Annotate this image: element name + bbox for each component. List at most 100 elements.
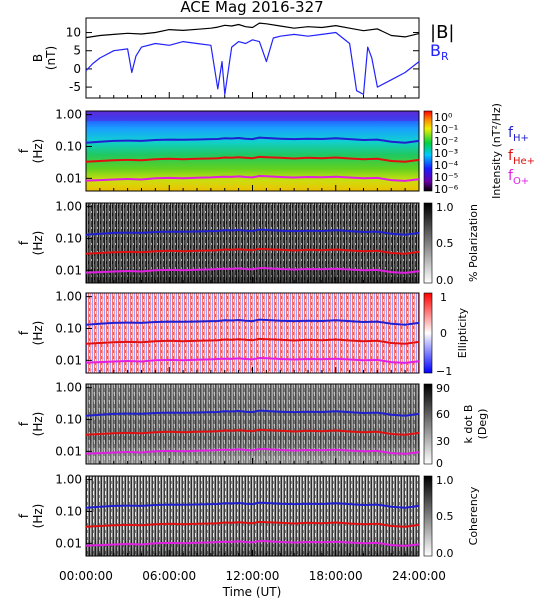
- freq-tick-label: 0.01: [55, 444, 82, 458]
- series-line-abs-b: [85, 22, 420, 39]
- freq-tick-label: 1.00: [55, 473, 82, 487]
- legend-f-oplus: fO+: [508, 168, 529, 187]
- legend-br: BR: [430, 41, 449, 63]
- gyrofrequency-lines: [85, 136, 420, 547]
- ellipticity-colorbar-label: Ellipticity: [456, 307, 469, 358]
- coherency-colorbar-label: Coherency: [467, 486, 480, 545]
- kdotb-cb-tick-0: 90: [436, 382, 450, 395]
- polarization-colorbar: [423, 202, 433, 284]
- freq-tick-label: 0.01: [55, 171, 82, 185]
- freq-tick-label: 0.10: [55, 412, 82, 426]
- spectrogram-axes: 1.000.100.01f (Hz)1.000.100.01f (Hz)1.000.…: [17, 108, 420, 556]
- coherency-colorbar-ticks: 1.0 0.5 0.0: [436, 474, 454, 560]
- line-f-hplus: [85, 409, 420, 417]
- freq-axis-label: f: [17, 421, 31, 426]
- freq-tick-label: 0.01: [55, 353, 82, 367]
- time-tick-label: 18:00:00: [309, 569, 363, 583]
- b-y-tick-label: -5: [69, 80, 81, 94]
- b-y-tick-label: 5: [73, 44, 81, 58]
- freq-axis-label: f: [17, 330, 31, 335]
- line-f-oplus: [85, 357, 420, 364]
- polarization-colorbar-label: % Polarization: [467, 204, 480, 282]
- freq-axis-unit: (Hz): [31, 504, 45, 529]
- coherency-cb-tick-0: 1.0: [436, 474, 454, 487]
- polarization-colorbar-ticks: 1.0 0.5 0.0: [436, 201, 454, 287]
- kdotb-cb-tick-2: 30: [436, 435, 450, 448]
- b-y-tick-label: 10: [66, 26, 81, 40]
- freq-tick-label: 0.10: [55, 231, 82, 245]
- coherency-colorbar: [423, 475, 433, 557]
- freq-tick-label: 0.01: [55, 536, 82, 550]
- panel-intensity: 10⁰ 10⁻¹ 10⁻² 10⁻³ 10⁻⁴ 10⁻⁵ 10⁻⁶ Intens…: [85, 103, 535, 199]
- line-f-heplus: [85, 520, 420, 528]
- freq-axis-label: f: [17, 240, 31, 245]
- kdotb-colorbar-ticks: 90 60 30 0: [436, 382, 450, 470]
- x-axis-label: Time (UT): [222, 585, 282, 599]
- kdotb-colorbar-unit: (Deg): [476, 409, 489, 440]
- b-y-axis-label: B: [31, 54, 45, 62]
- line-f-heplus: [85, 428, 420, 436]
- line-f-heplus: [85, 247, 420, 255]
- line-f-hplus: [85, 228, 420, 236]
- panel-b-frame: [85, 17, 420, 99]
- freq-tick-label: 0.10: [55, 139, 82, 153]
- legend-gyrofrequencies: fH+ fHe+ fO+: [508, 125, 535, 187]
- ellipticity-cb-tick-0: 1: [440, 291, 447, 304]
- freq-axis-unit: (Hz): [31, 321, 45, 346]
- intensity-cb-tick-2: 10⁻²: [434, 135, 458, 148]
- freq-tick-label: 1.00: [55, 200, 82, 214]
- b-y-axis-ticks: 10 5 0 -5: [66, 26, 419, 94]
- kdotb-colorbar: [423, 383, 433, 465]
- intensity-top-band: [86, 111, 419, 121]
- freq-tick-label: 1.00: [55, 381, 82, 395]
- freq-axis-unit: (Hz): [31, 412, 45, 437]
- freq-axis-unit: (Hz): [31, 231, 45, 256]
- line-f-oplus: [85, 540, 420, 547]
- coherency-cb-tick-2: 0.0: [436, 547, 454, 560]
- b-y-axis-unit: (nT): [44, 46, 58, 70]
- line-f-hplus: [85, 318, 420, 326]
- freq-axis-unit: (Hz): [31, 139, 45, 164]
- freq-axis-label: f: [17, 513, 31, 518]
- panel-coherency: 1.0 0.5 0.0 Coherency: [85, 474, 480, 560]
- b-x-axis-ticks: [85, 92, 420, 98]
- polarization-cb-tick-0: 1.0: [436, 201, 454, 214]
- freq-tick-label: 1.00: [55, 290, 82, 304]
- intensity-colorbar-ticks: 10⁰ 10⁻¹ 10⁻² 10⁻³ 10⁻⁴ 10⁻⁵ 10⁻⁶: [434, 111, 459, 196]
- ellipticity-colorbar: [423, 292, 433, 374]
- intensity-cb-tick-5: 10⁻⁵: [434, 171, 458, 184]
- legend-abs-b: |B|: [430, 22, 454, 43]
- ellipticity-cb-tick-1: 0: [440, 327, 447, 340]
- ellipticity-cb-tick-2: −1: [436, 365, 452, 378]
- line-f-oplus: [85, 267, 420, 274]
- freq-tick-label: 0.10: [55, 321, 82, 335]
- freq-tick-label: 0.10: [55, 504, 82, 518]
- line-f-heplus: [85, 337, 420, 345]
- time-tick-label: 12:00:00: [226, 569, 280, 583]
- line-f-heplus: [85, 155, 420, 163]
- line-f-oplus: [85, 175, 420, 182]
- line-f-hplus: [85, 136, 420, 144]
- polarization-cb-tick-2: 0.0: [436, 274, 454, 287]
- freq-axis-label: f: [17, 148, 31, 153]
- intensity-cb-tick-4: 10⁻⁴: [434, 159, 459, 172]
- panel-polarization: 1.0 0.5 0.0 % Polarization: [85, 201, 480, 287]
- ellipticity-colorbar-ticks: 1 0 −1: [436, 291, 452, 378]
- freq-tick-label: 0.01: [55, 263, 82, 277]
- series-line-br: [85, 31, 420, 96]
- intensity-colorbar-label: Intensity (nT²/Hz): [490, 103, 503, 199]
- b-y-tick-label: 0: [73, 62, 81, 76]
- line-f-oplus: [85, 448, 420, 455]
- intensity-cb-tick-0: 10⁰: [434, 111, 453, 124]
- panel-b-field: 10 5 0 -5 B (nT) |B| BR: [31, 17, 454, 99]
- panel-ellipticity: 1 0 −1 Ellipticity: [85, 291, 469, 378]
- legend-f-heplus: fHe+: [508, 148, 535, 167]
- intensity-colorbar: [423, 110, 433, 192]
- b-series-lines: [85, 22, 420, 96]
- kdotb-colorbar-label: k dot B: [462, 405, 475, 444]
- intensity-cb-tick-6: 10⁻⁶: [434, 183, 459, 196]
- intensity-cb-tick-3: 10⁻³: [434, 147, 458, 160]
- coherency-cb-tick-1: 0.5: [436, 510, 454, 523]
- polarization-cb-tick-1: 0.5: [436, 237, 454, 250]
